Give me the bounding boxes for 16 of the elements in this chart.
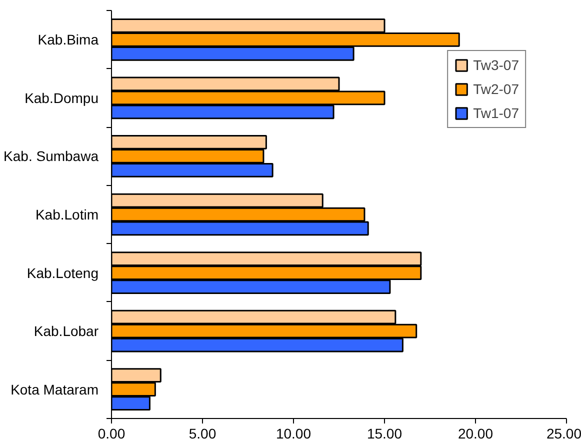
x-tick-label: 25.00 [546, 426, 581, 441]
x-tick-label: 10.00 [276, 426, 312, 441]
y-tick-label: Kota Mataram [10, 381, 99, 398]
y-tick-label: Kab.Lobar [34, 323, 99, 340]
y-tick-label: Kab.Dompu [24, 90, 99, 106]
y-tick-label: Kab. Sumbawa [4, 148, 99, 164]
x-tick-label: 15.00 [366, 426, 402, 441]
x-tick-label: 0.00 [98, 426, 126, 441]
x-tick-label: 20.00 [458, 426, 494, 441]
x-tick-label: 5.00 [188, 426, 216, 441]
legend-label: Tw1-07 [473, 105, 519, 121]
y-tick-label: Kab.Loteng [26, 264, 99, 281]
legend-label: Tw3-07 [473, 57, 519, 73]
y-tick-label: Kab.Bima [38, 32, 99, 48]
y-tick-label: Kab.Lotim [35, 206, 99, 222]
legend-label: Tw2-07 [473, 81, 519, 97]
